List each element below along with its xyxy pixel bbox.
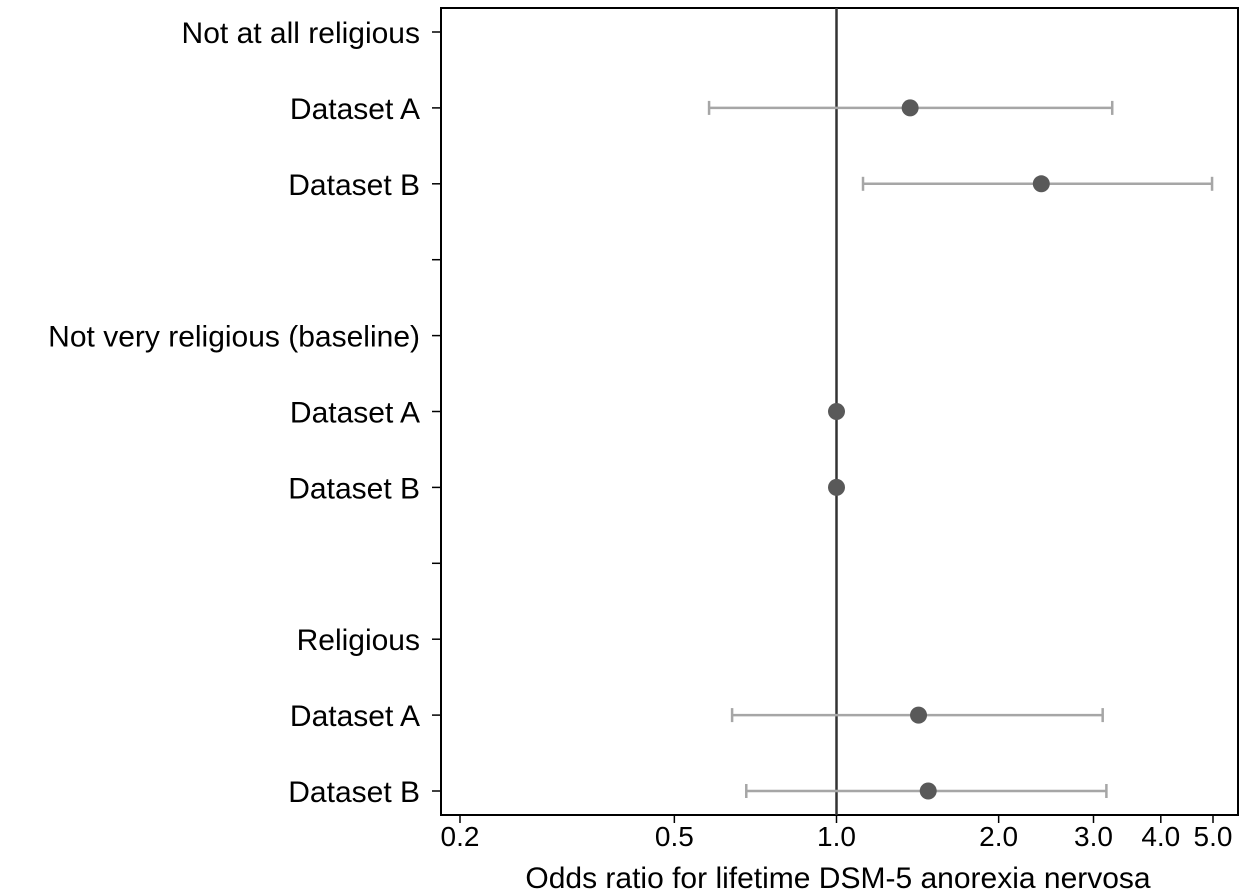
x-tick-label: 5.0 [1194, 821, 1233, 852]
group-label: Not at all religious [182, 17, 420, 50]
row-label: Dataset B [288, 472, 420, 505]
x-tick-label: 2.0 [979, 821, 1018, 852]
estimate-point [910, 706, 928, 724]
x-tick-label: 0.2 [441, 821, 480, 852]
row-label: Dataset A [290, 93, 420, 126]
estimate-point [901, 99, 919, 117]
estimate-point [919, 782, 937, 800]
estimate-point [828, 403, 845, 420]
x-tick-label: 0.5 [655, 821, 694, 852]
x-axis-ticks: 0.2 0.5 1.0 2.0 3.0 4.0 5.0 [441, 815, 1233, 852]
data-marks [707, 99, 1214, 800]
estimate-point [828, 478, 845, 496]
y-axis-ticks [432, 31, 441, 792]
group-label: Not very religious (baseline) [48, 321, 420, 354]
x-tick-label: 3.0 [1074, 821, 1113, 852]
row-label: Dataset A [290, 397, 420, 430]
group-label: Religious [297, 624, 420, 657]
row-label: Dataset B [288, 169, 420, 202]
x-axis-label: Odds ratio for lifetime DSM-5 anorexia n… [525, 862, 1151, 895]
estimate-point [1032, 175, 1050, 193]
row-label: Dataset B [288, 776, 420, 809]
y-axis-labels: Not at all religious Dataset A Dataset B No… [48, 17, 420, 809]
x-tick-label: 4.0 [1141, 821, 1180, 852]
row-label: Dataset A [290, 700, 420, 733]
x-tick-label: 1.0 [817, 821, 856, 852]
